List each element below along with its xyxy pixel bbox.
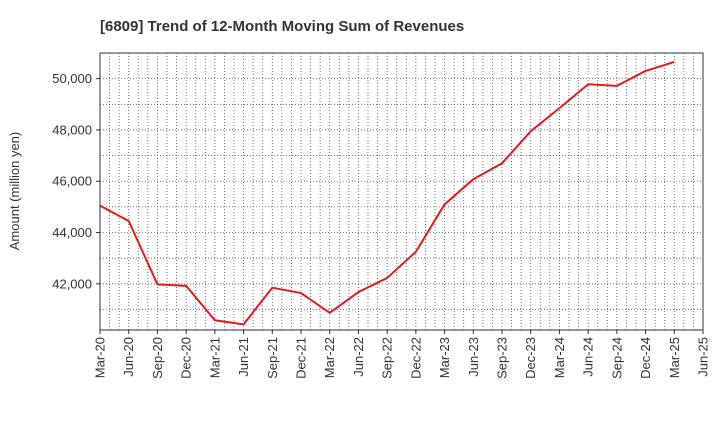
y-tick-label: 42,000 xyxy=(52,276,92,291)
grid xyxy=(99,53,704,330)
x-tick-label: Jun-21 xyxy=(236,337,251,377)
x-tick-label: Jun-24 xyxy=(581,337,596,377)
x-tick-label: Sep-24 xyxy=(609,337,624,379)
y-tick-label: 44,000 xyxy=(52,225,92,240)
x-tick-label: Sep-23 xyxy=(495,337,510,379)
x-tick-label: Sep-22 xyxy=(380,337,395,379)
x-tick-label: Mar-24 xyxy=(552,337,567,378)
x-tick-label: Dec-24 xyxy=(638,337,653,379)
x-axis-ticks: Mar-20 Jun-20 Sep-20 Dec-20 Mar-21 Jun-21 Sep-… xyxy=(93,330,711,379)
x-tick-label: Mar-21 xyxy=(207,337,222,378)
x-tick-label: Sep-21 xyxy=(265,337,280,379)
y-tick-label: 48,000 xyxy=(52,122,92,137)
y-tick-label: 50,000 xyxy=(52,71,92,86)
x-tick-label: Jun-23 xyxy=(466,337,481,377)
plot-frame xyxy=(99,52,704,331)
y-tick-label: 46,000 xyxy=(52,174,92,189)
x-tick-label: Mar-22 xyxy=(322,337,337,378)
x-tick-label: Dec-23 xyxy=(523,337,538,379)
x-tick-label: Jun-22 xyxy=(351,337,366,377)
chart-title: [6809] Trend of 12-Month Moving Sum of R… xyxy=(100,18,464,35)
x-tick-label: Dec-20 xyxy=(179,337,194,379)
x-tick-label: Mar-23 xyxy=(437,337,452,378)
x-tick-label: Jun-20 xyxy=(121,337,136,377)
x-tick-label: Mar-20 xyxy=(93,337,108,378)
x-tick-label: Dec-21 xyxy=(294,337,309,379)
y-axis-ticks: 42,000 44,000 46,000 48,000 50,000 xyxy=(52,71,100,291)
x-tick-label: Mar-25 xyxy=(667,337,682,378)
y-axis-label: Amount (million yen) xyxy=(7,132,22,251)
x-tick-label: Sep-20 xyxy=(150,337,165,379)
x-tick-label: Dec-22 xyxy=(408,337,423,379)
x-tick-label: Jun-25 xyxy=(696,337,711,377)
